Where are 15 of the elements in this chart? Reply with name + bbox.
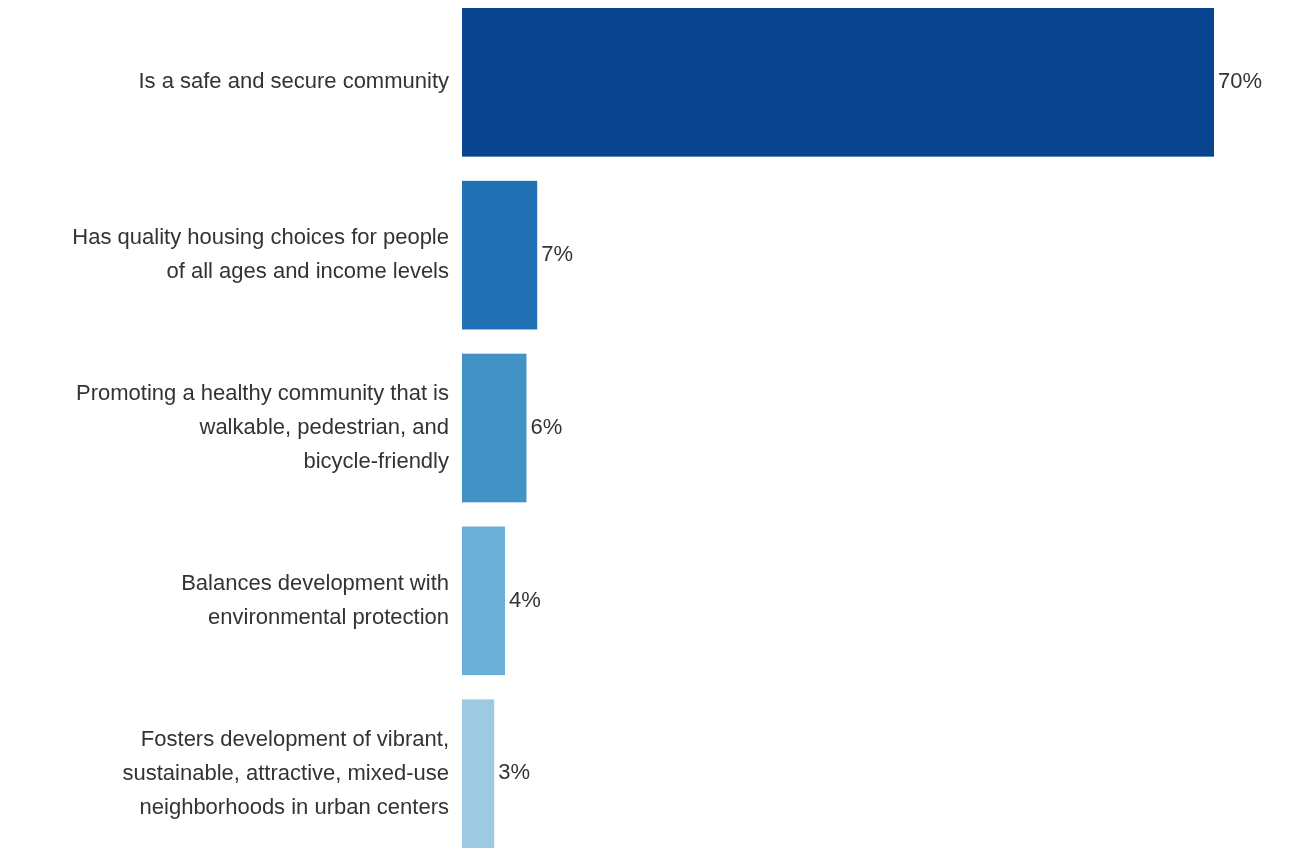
y-tick-label: Promoting a healthy community that is walkable, pedestrian, and bicycle-friendly [76, 379, 449, 473]
y-tick-label: Fosters development of vibrant, sustainable, attractive, mixed-use neighborhoods in urban centers [122, 725, 449, 819]
data-label: 70% [1218, 68, 1263, 94]
y-tick-label: Balances development with environmental protection [181, 569, 449, 629]
data-label: 6% [530, 413, 563, 439]
bar [462, 8, 1214, 157]
bar [462, 353, 527, 503]
y-tick-label: Has quality housing choices for people of all ages and income levels [72, 223, 449, 283]
y-tick-label: Is a safe and secure community [138, 68, 449, 94]
data-label: 4% [508, 586, 541, 612]
data-label: 7% [541, 240, 573, 266]
data-label: 3% [498, 759, 531, 785]
bar [462, 180, 538, 330]
bar [462, 699, 495, 848]
bar [462, 526, 505, 676]
